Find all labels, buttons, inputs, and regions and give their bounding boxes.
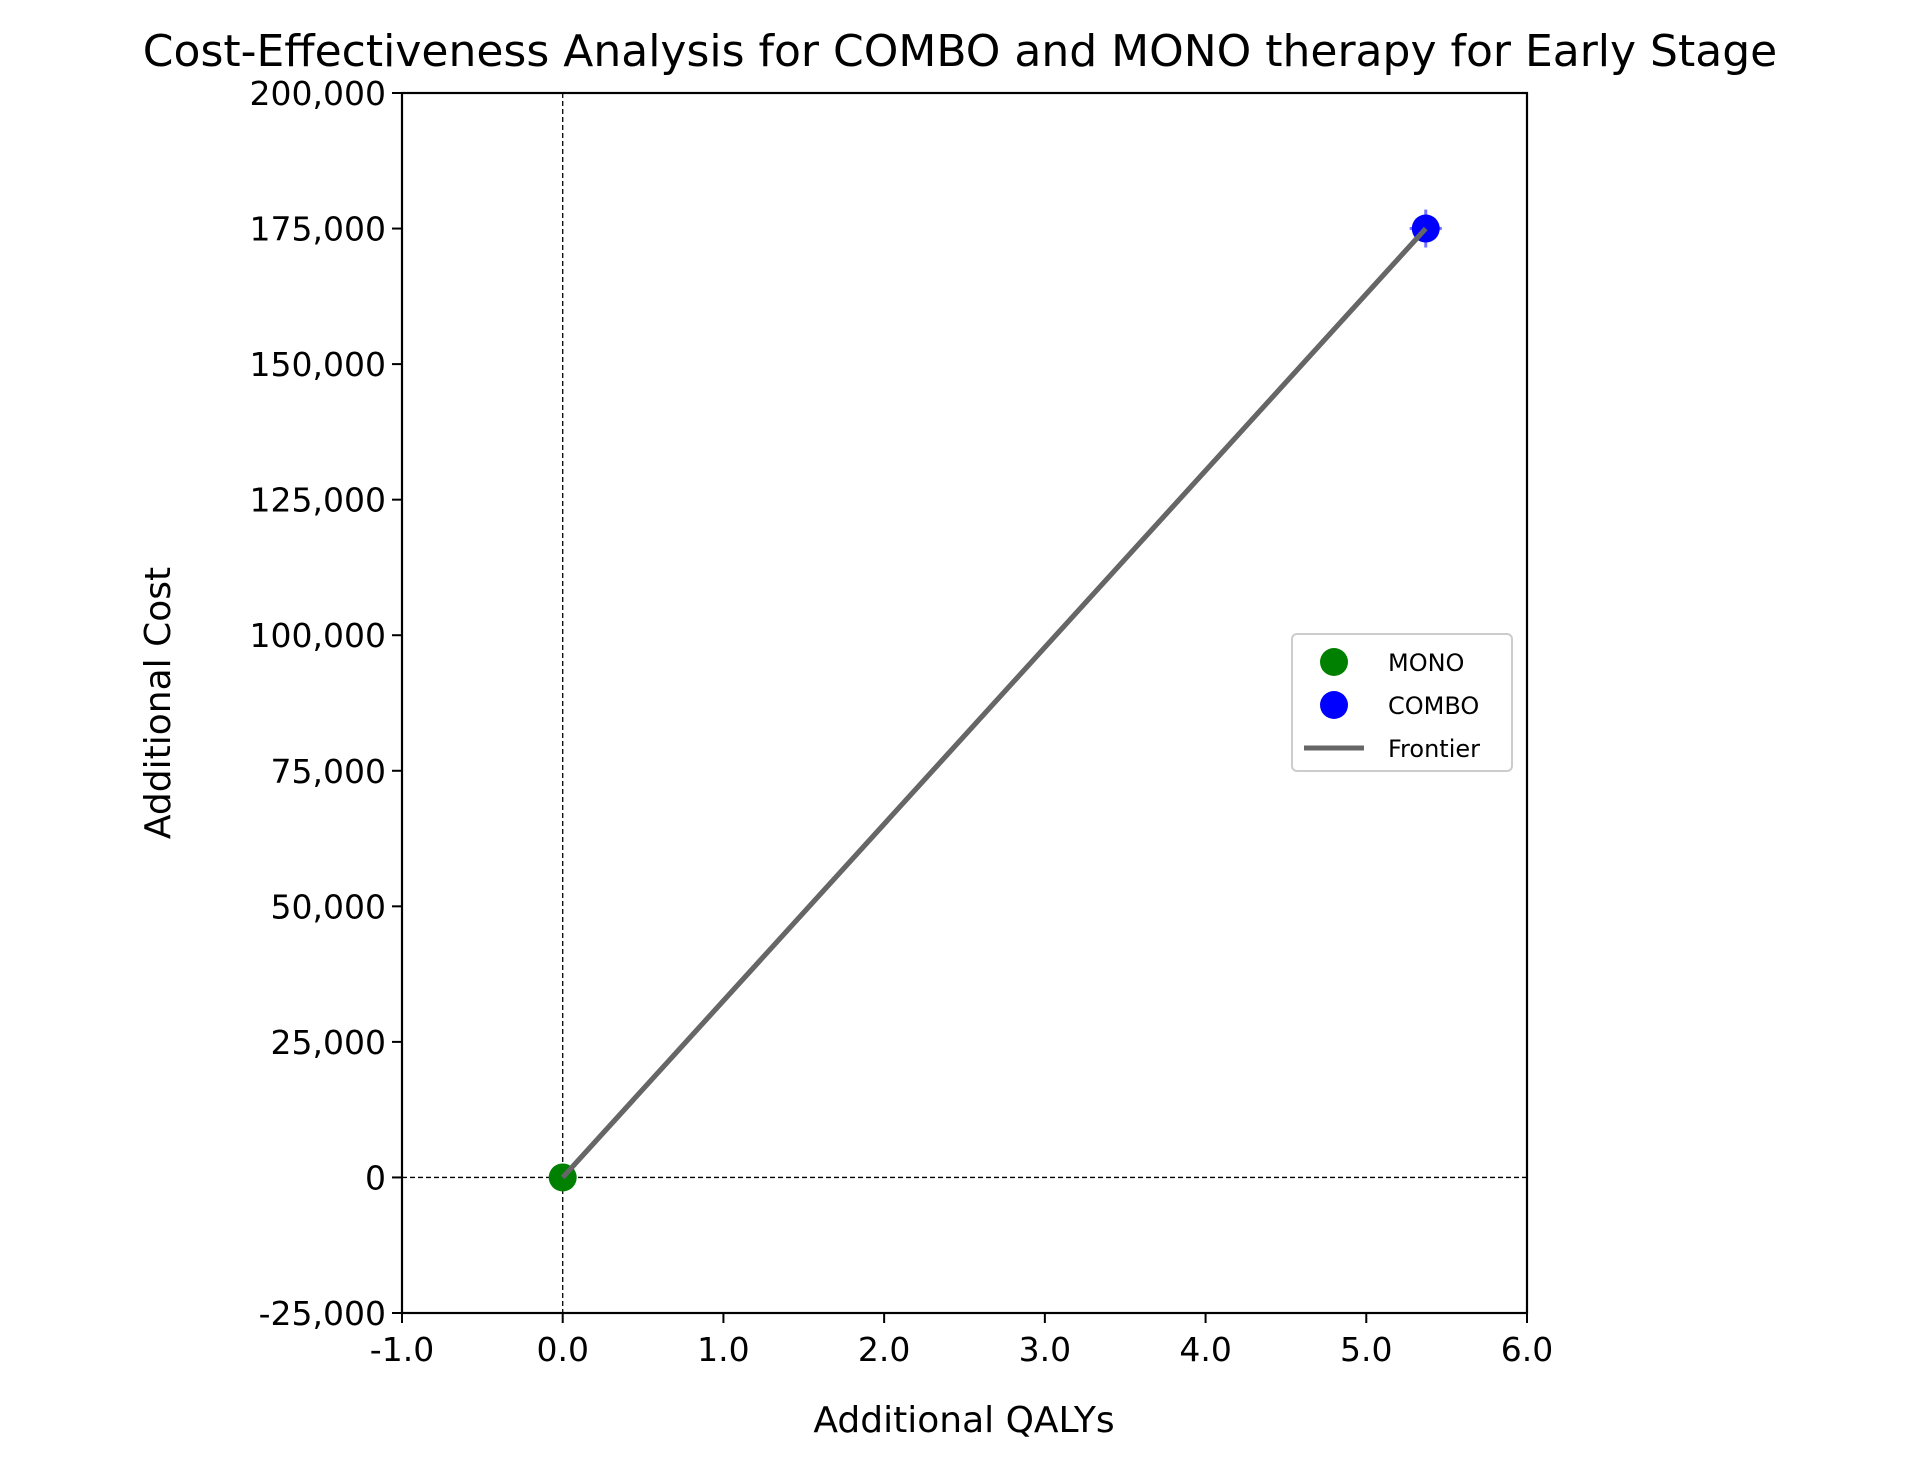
chart-title: Cost-Effectiveness Analysis for COMBO an…: [143, 26, 1777, 77]
x-tick-label: -1.0: [370, 1330, 434, 1369]
y-axis-ticks: -25,000 0 25,000 50,000 75,000 100,000 125,000…: [250, 74, 402, 1333]
y-tick-label: 200,000: [250, 74, 386, 113]
y-axis-label: Additional Cost: [138, 567, 179, 839]
x-tick-label: 1.0: [697, 1330, 749, 1369]
x-tick-label: 5.0: [1340, 1330, 1392, 1369]
points-layer: [548, 209, 1442, 1192]
legend-combo-label: COMBO: [1388, 692, 1479, 720]
legend-box: [1291, 633, 1513, 772]
x-axis-ticks: -1.0 0.0 1.0 2.0 3.0 4.0 5.0 6.0: [370, 1313, 1553, 1369]
legend: MONO COMBO Frontier: [1291, 633, 1513, 772]
y-tick-label: -25,000: [259, 1294, 386, 1333]
frontier-line-overlay: [560, 226, 1428, 1180]
legend-mono-label: MONO: [1388, 649, 1464, 677]
x-axis-label: Additional QALYs: [813, 1400, 1114, 1441]
y-tick-label: 175,000: [250, 210, 386, 249]
y-tick-label: 100,000: [250, 616, 386, 655]
y-tick-label: 25,000: [271, 1023, 386, 1062]
x-tick-label: 0.0: [536, 1330, 588, 1369]
x-tick-label: 4.0: [1179, 1330, 1231, 1369]
x-tick-label: 2.0: [858, 1330, 910, 1369]
x-tick-label: 6.0: [1501, 1330, 1553, 1369]
y-tick-label: 75,000: [271, 752, 386, 791]
y-tick-label: 150,000: [250, 345, 386, 384]
legend-combo-marker: [1320, 691, 1348, 719]
plot-frame: [400, 91, 1529, 1315]
x-tick-label: 3.0: [1019, 1330, 1071, 1369]
reference-lines: [402, 93, 1527, 1313]
y-tick-label: 125,000: [250, 481, 386, 520]
legend-frontier-label: Frontier: [1388, 735, 1480, 763]
y-tick-label: 0: [365, 1158, 386, 1197]
legend-mono-marker: [1320, 648, 1348, 676]
y-tick-label: 50,000: [271, 887, 386, 926]
